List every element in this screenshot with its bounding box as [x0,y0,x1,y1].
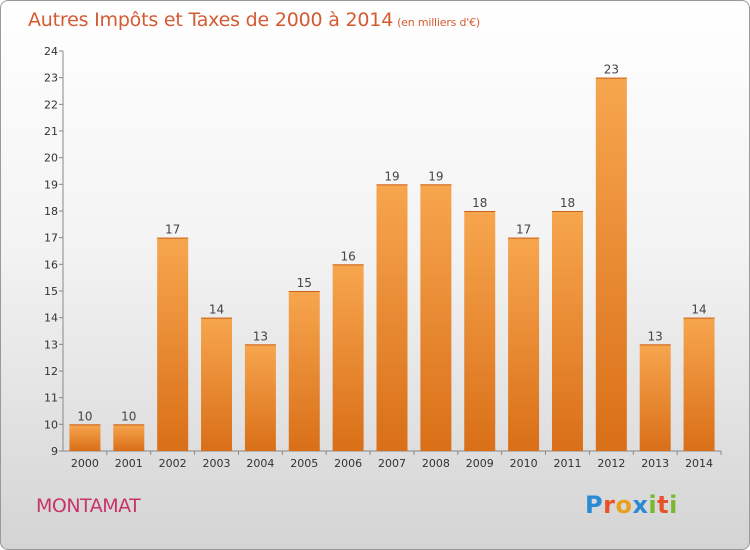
data-label: 14 [209,303,224,317]
x-tick-label: 2011 [553,457,581,470]
data-label: 16 [340,249,355,263]
bar [508,237,540,451]
y-tick-label: 21 [44,125,58,138]
x-tick-label: 2000 [71,457,99,470]
x-tick-label: 2002 [159,457,187,470]
bar [244,344,276,451]
logo-letter: r [603,491,616,519]
y-tick-label: 11 [44,392,58,405]
x-tick-label: 2014 [685,457,713,470]
logo-letter: x [632,491,649,519]
y-tick-label: 12 [44,365,58,378]
data-label: 18 [472,196,487,210]
x-tick-label: 2006 [334,457,362,470]
y-tick-label: 13 [44,338,58,351]
data-label: 23 [604,63,619,77]
x-tick-label: 2009 [466,457,494,470]
data-label: 15 [297,276,312,290]
proxiti-logo: Proxiti [585,491,678,519]
y-tick-label: 22 [44,98,58,111]
y-tick-label: 23 [44,72,58,85]
data-label: 10 [121,409,136,423]
data-label: 18 [560,196,575,210]
data-label: 17 [165,223,180,237]
y-tick-label: 14 [44,312,58,325]
x-tick-label: 2004 [246,457,274,470]
y-tick-label: 16 [44,258,58,271]
x-tick-label: 2010 [510,457,538,470]
chart-title-text: Autres Impôts et Taxes de 2000 à 2014 [28,9,394,31]
commune-name: MONTAMAT [36,495,141,517]
x-tick-label: 2012 [597,457,625,470]
data-label: 19 [428,169,443,183]
logo-letter: i [648,491,658,519]
bar [420,184,452,452]
x-tick-label: 2008 [422,457,450,470]
x-tick-label: 2001 [115,457,143,470]
data-label: 10 [77,409,92,423]
logo-letter: P [585,491,604,519]
logo-letter: i [669,491,678,519]
y-tick-label: 20 [44,152,58,165]
data-label: 13 [648,329,663,343]
x-tick-label: 2007 [378,457,406,470]
bar [113,424,145,451]
bar [157,237,189,451]
x-tick-label: 2003 [203,457,231,470]
bar [595,77,627,452]
y-tick-label: 19 [44,178,58,191]
bar [288,291,320,451]
chart-title: Autres Impôts et Taxes de 2000 à 2014 (en… [28,9,480,31]
data-label: 13 [253,329,268,343]
logo-letter: t [657,491,670,519]
bar [69,424,101,451]
data-label: 14 [691,303,706,317]
bar [376,184,408,452]
y-tick-label: 18 [44,205,58,218]
y-tick-label: 9 [51,445,58,458]
bar [639,344,671,451]
y-tick-label: 15 [44,285,58,298]
bar [551,211,583,451]
y-tick-label: 17 [44,232,58,245]
logo-letter: o [615,491,633,519]
bar [683,317,715,451]
chart-title-unit: (en milliers d'€) [397,16,480,29]
data-label: 19 [384,169,399,183]
bar [464,211,496,451]
bar [201,317,233,451]
x-tick-label: 2005 [290,457,318,470]
x-tick-label: 2013 [641,457,669,470]
bar [332,264,364,451]
y-tick-label: 24 [44,45,58,58]
data-label: 17 [516,223,531,237]
y-tick-label: 10 [44,418,58,431]
